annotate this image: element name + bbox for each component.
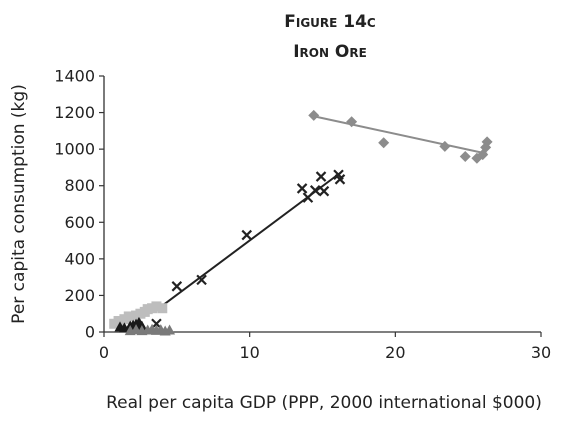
y-tick-label: 0 [85,323,95,342]
data-point [296,183,308,194]
chart-title: Figure 14c [284,12,376,32]
y-tick-label: 400 [64,249,95,268]
y-tick-label: 1000 [54,140,95,159]
data-point [308,109,320,121]
y-tick-label: 800 [64,176,95,195]
y-tick-label: 1200 [54,103,95,122]
y-tick-label: 1400 [54,67,95,86]
data-point [346,116,358,128]
x-tick-label: 0 [99,343,109,362]
data-point [378,137,390,149]
data-point [157,303,168,314]
data-point [196,274,207,286]
data-point [315,171,327,182]
data-point [171,281,183,292]
data-point [151,301,162,312]
data-point [333,169,344,181]
data-point [164,324,176,335]
data-point [459,150,471,162]
y-axis-label: Per capita consumption (kg) [9,84,29,324]
x-tick-label: 20 [385,343,405,362]
data-point [318,185,330,197]
data-point [481,136,493,148]
x-axis-label: Real per capita GDP (PPP, 2000 internati… [106,393,542,413]
data-point [241,229,253,241]
data-point [113,316,124,327]
y-tick-label: 200 [64,286,95,305]
data-point [309,185,321,196]
data-point [439,140,451,152]
x-tick-label: 30 [531,343,551,362]
data-point [123,311,134,322]
axes [103,76,541,333]
chart-subtitle: Iron Ore [293,42,367,62]
x-tick-label: 10 [239,343,259,362]
y-tick-label: 600 [64,213,95,232]
trend-line [313,115,488,155]
